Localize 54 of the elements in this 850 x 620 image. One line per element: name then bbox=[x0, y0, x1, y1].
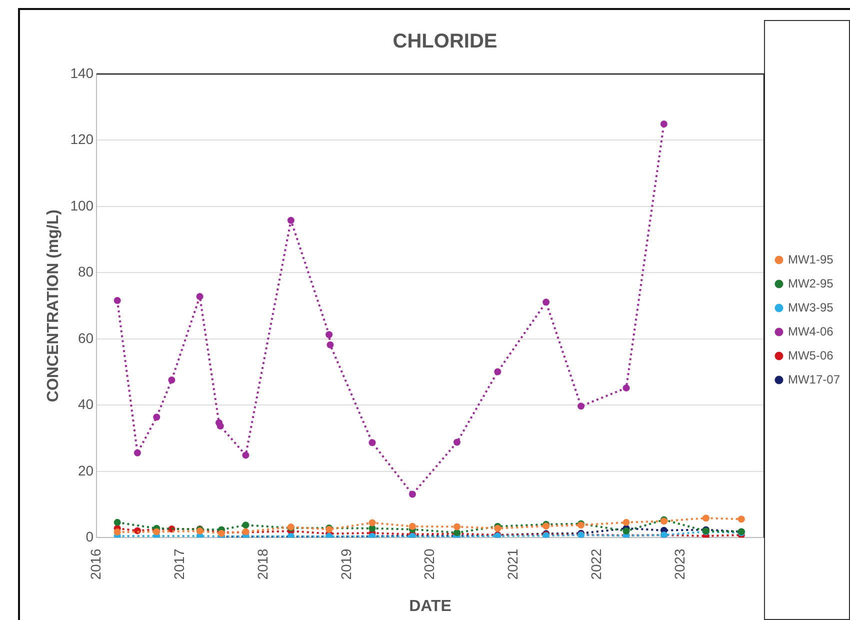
y-tick-label: 20 bbox=[78, 462, 94, 478]
point bbox=[622, 384, 630, 392]
legend-label: MW5-06 bbox=[788, 348, 834, 362]
point bbox=[702, 514, 710, 522]
point bbox=[368, 519, 376, 526]
point bbox=[494, 368, 502, 376]
point bbox=[242, 522, 250, 529]
point bbox=[408, 522, 416, 530]
point bbox=[660, 120, 668, 128]
point bbox=[542, 298, 550, 306]
point bbox=[168, 376, 176, 384]
x-tick-label: 2017 bbox=[171, 548, 188, 580]
point bbox=[326, 331, 333, 338]
y-tick-label: 140 bbox=[70, 64, 94, 81]
point bbox=[114, 297, 121, 304]
y-tick-label: 100 bbox=[70, 197, 94, 214]
x-tick-label: 2016 bbox=[87, 548, 104, 580]
point bbox=[738, 516, 745, 523]
point bbox=[622, 518, 630, 526]
point bbox=[242, 452, 250, 459]
point bbox=[153, 414, 160, 421]
y-tick-label: 0 bbox=[86, 528, 94, 545]
point bbox=[114, 528, 121, 536]
y-axis-title: CONCENTRATION (mg/L) bbox=[45, 210, 62, 402]
chart-title: CHLORIDE bbox=[392, 30, 498, 53]
x-tick-label: 2021 bbox=[504, 548, 521, 580]
point bbox=[216, 422, 224, 430]
legend-label: MW3-95 bbox=[788, 300, 834, 314]
y-tick-label: 40 bbox=[78, 396, 94, 412]
legend-label: MW17-07 bbox=[788, 372, 840, 386]
point bbox=[578, 402, 585, 410]
x-axis-title: DATE bbox=[409, 598, 452, 615]
point bbox=[196, 293, 204, 300]
point bbox=[134, 449, 141, 456]
y-tick-label: 120 bbox=[70, 131, 94, 148]
x-tick-label: 2018 bbox=[254, 548, 270, 580]
point bbox=[326, 341, 334, 348]
point bbox=[453, 438, 460, 446]
point bbox=[287, 216, 294, 224]
x-tick-label: 2022 bbox=[588, 548, 604, 580]
point bbox=[622, 528, 630, 535]
legend-label: MW1-95 bbox=[788, 252, 834, 266]
point bbox=[408, 490, 416, 498]
point bbox=[114, 518, 121, 526]
legend-label: MW2-95 bbox=[788, 276, 834, 290]
point bbox=[453, 523, 460, 530]
legend-label: MW4-06 bbox=[788, 324, 834, 338]
x-tick-label: 2019 bbox=[338, 548, 354, 580]
x-tick-label: 2023 bbox=[671, 548, 688, 580]
point bbox=[153, 528, 160, 536]
y-tick-label: 80 bbox=[78, 264, 94, 280]
y-tick-label: 60 bbox=[78, 330, 94, 346]
point bbox=[368, 439, 376, 446]
x-tick-label: 2020 bbox=[421, 548, 438, 580]
